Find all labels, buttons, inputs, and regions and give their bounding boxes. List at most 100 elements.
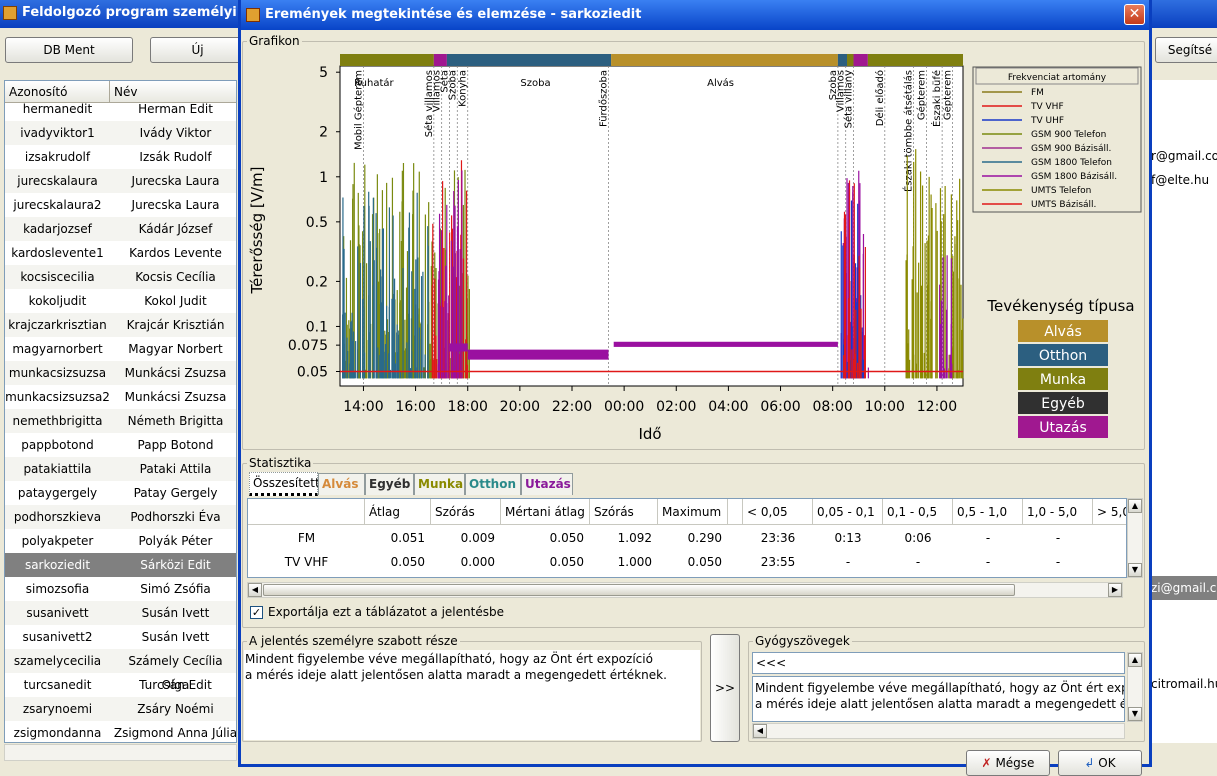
megse-button[interactable]: ✗ Mégse xyxy=(966,750,1050,776)
table-header[interactable] xyxy=(248,499,365,525)
table-cell: - xyxy=(1055,531,1061,545)
list-item[interactable]: munkacsizsuzsa Munkácsi Zsuzsa xyxy=(5,361,236,385)
list-item[interactable]: simozsofia Simó Zsófia xyxy=(5,577,236,601)
list-item[interactable]: magyarnorbert Magyar Norbert xyxy=(5,337,236,361)
table-header[interactable] xyxy=(728,499,743,525)
report-group: A jelentés személyre szabott része xyxy=(242,634,702,742)
scroll-down-icon[interactable]: ▼ xyxy=(1128,563,1142,577)
scroll-thumb[interactable] xyxy=(263,584,1015,596)
list-item[interactable]: sarkoziedit Sárközi Edit xyxy=(5,553,236,577)
person-list[interactable]: Azonosító Név hermanedit Herman Edit ivady… xyxy=(4,80,237,743)
gyogy-vertical-scrollbar[interactable]: ▲ ▼ xyxy=(1127,652,1143,722)
table-header[interactable]: 1,0 - 5,0 xyxy=(1023,499,1093,525)
list-item[interactable]: susanivett2 Susán Ivett xyxy=(5,625,236,649)
list-item-name: Kokol Judit xyxy=(144,294,207,308)
table-header[interactable]: Átlag xyxy=(365,499,431,525)
list-item[interactable]: kocsiscecilia Kocsis Cecília xyxy=(5,265,236,289)
list-item-name: Kocsis Cecília xyxy=(135,270,216,284)
list-item[interactable]: jurecskalaura2 Jurecska Laura xyxy=(5,193,236,217)
list-item[interactable]: zsigmondanna Zsigmond Anna Júlia xyxy=(5,721,236,742)
scroll-up-icon[interactable]: ▲ xyxy=(1128,653,1142,667)
scroll-up-icon[interactable]: ▲ xyxy=(1128,499,1142,513)
ok-button[interactable]: ↲ OK xyxy=(1058,750,1142,776)
list-item[interactable]: susanivett Susán Ivett xyxy=(5,601,236,625)
list-horizontal-scrollbar[interactable] xyxy=(4,744,237,761)
table-header[interactable]: > 5,0 xyxy=(1093,499,1126,525)
tab-5[interactable]: Utazás xyxy=(521,473,573,495)
list-item[interactable]: pappbotond Papp Botond xyxy=(5,433,236,457)
tab-0[interactable]: Összesített xyxy=(249,472,320,496)
list-item[interactable]: kadarjozsef Kádár József xyxy=(5,217,236,241)
list-item[interactable]: patakiattila Pataki Attila xyxy=(5,457,236,481)
list-header-name[interactable]: Név xyxy=(110,81,236,103)
list-item-name: Sárközi Edit xyxy=(140,558,211,572)
tab-4[interactable]: Otthon xyxy=(465,473,521,495)
list-item-id: kardoslevente1 xyxy=(11,246,104,260)
table-cell: 0.050 xyxy=(549,555,584,569)
list-item-name: Polyák Péter xyxy=(138,534,213,548)
table-header[interactable]: Szórás xyxy=(431,499,501,525)
list-item[interactable]: hermanedit Herman Edit xyxy=(5,97,236,121)
list-item[interactable]: szamelycecilia Számely Cecília Olga xyxy=(5,649,236,692)
list-item-name: Jurecska Laura xyxy=(131,174,220,188)
list-item-name: Kádár József xyxy=(138,222,213,236)
table-cell: 0.050 xyxy=(687,555,722,569)
list-item[interactable]: polyakpeter Polyák Péter xyxy=(5,529,236,553)
segitseg-button[interactable]: Segítsé xyxy=(1155,37,1217,63)
list-item[interactable]: nemethbrigitta Németh Brigitta xyxy=(5,409,236,433)
table-header[interactable]: 0,05 - 0,1 xyxy=(813,499,883,525)
close-icon[interactable]: ✕ xyxy=(1124,4,1145,25)
scroll-down-icon[interactable]: ▼ xyxy=(1128,707,1142,721)
list-item[interactable]: ivadyviktor1 Ivády Viktor xyxy=(5,121,236,145)
gyogy-horizontal-scrollbar[interactable]: ◀ xyxy=(752,723,1125,739)
list-item-id: pataygergely xyxy=(17,486,98,500)
list-item[interactable]: kokoljudit Kokol Judit xyxy=(5,289,236,313)
list-item-name: Papp Botond xyxy=(137,438,214,452)
email-cell: zi@gmail.co xyxy=(1151,576,1217,600)
table-horizontal-scrollbar[interactable]: ◀ ▶ xyxy=(247,582,1123,598)
table-vertical-scrollbar[interactable]: ▲ ▼ xyxy=(1127,498,1143,578)
table-header[interactable]: Maximum xyxy=(658,499,728,525)
list-item[interactable]: munkacsizsuzsa2 Munkácsi Zsuzsa xyxy=(5,385,236,409)
stat-table[interactable]: Átlag Szórás Mértani átlag Szórás Maximum < 0… xyxy=(247,498,1127,578)
list-item-id: munkacsizsuzsa xyxy=(8,366,107,380)
table-header[interactable]: Szórás xyxy=(590,499,658,525)
gyogy-textarea[interactable]: Mindent figyelembe véve megállapítható, … xyxy=(752,676,1125,722)
list-item-id: polyakpeter xyxy=(21,534,94,548)
list-header-id[interactable]: Azonosító xyxy=(5,81,110,103)
scroll-left-icon[interactable]: ◀ xyxy=(753,724,767,738)
list-item-name: Izsák Rudolf xyxy=(139,150,212,164)
insert-text-button[interactable]: >> xyxy=(710,634,740,742)
email-column: r@gmail.co f@elte.hu zi@gmail.co citromail.… xyxy=(1150,80,1217,743)
table-cell xyxy=(728,526,743,550)
tab-1[interactable]: Alvás xyxy=(318,473,365,495)
tab-2[interactable]: Egyéb xyxy=(365,473,414,495)
dialog-titlebar: Eremények megtekintése és elemzése - sar… xyxy=(241,0,1149,30)
table-cell: TV VHF xyxy=(284,555,329,569)
report-textarea[interactable]: Mindent figyelembe véve megállapítható, … xyxy=(244,650,700,740)
tab-3[interactable]: Munka xyxy=(414,473,465,495)
export-checkbox[interactable]: ✓ xyxy=(250,606,263,619)
table-header[interactable]: < 0,05 xyxy=(743,499,813,525)
table-header[interactable]: Mértani átlag xyxy=(501,499,590,525)
table-header[interactable]: 0,5 - 1,0 xyxy=(953,499,1023,525)
db-ment-button[interactable]: DB Ment xyxy=(5,37,133,63)
list-item[interactable]: podhorszkieva Podhorszki Éva xyxy=(5,505,236,529)
list-item[interactable]: jurecskalaura Jurecska Laura xyxy=(5,169,236,193)
list-item-name: Kardos Levente xyxy=(129,246,222,260)
list-item[interactable]: pataygergely Patay Gergely xyxy=(5,481,236,505)
list-item[interactable]: turcsanedit Turcsán Edit xyxy=(5,673,236,697)
list-item-id: ivadyviktor1 xyxy=(20,126,95,140)
scroll-right-icon[interactable]: ▶ xyxy=(1108,583,1122,597)
gyogy-back-item[interactable]: <<< xyxy=(752,652,1125,674)
table-cell: 0.290 xyxy=(687,531,722,545)
uj-button[interactable]: Új xyxy=(150,37,245,63)
table-header[interactable]: 0,1 - 0,5 xyxy=(883,499,953,525)
list-item-id: zsarynoemi xyxy=(22,702,93,716)
list-item[interactable]: kardoslevente1 Kardos Levente xyxy=(5,241,236,265)
list-item[interactable]: zsarynoemi Zsáry Noémi xyxy=(5,697,236,721)
list-item[interactable]: izsakrudolf Izsák Rudolf xyxy=(5,145,236,169)
scroll-left-icon[interactable]: ◀ xyxy=(248,583,262,597)
list-item-name: Pataki Attila xyxy=(139,462,212,476)
list-item[interactable]: krajczarkrisztian Krajcár Krisztián xyxy=(5,313,236,337)
